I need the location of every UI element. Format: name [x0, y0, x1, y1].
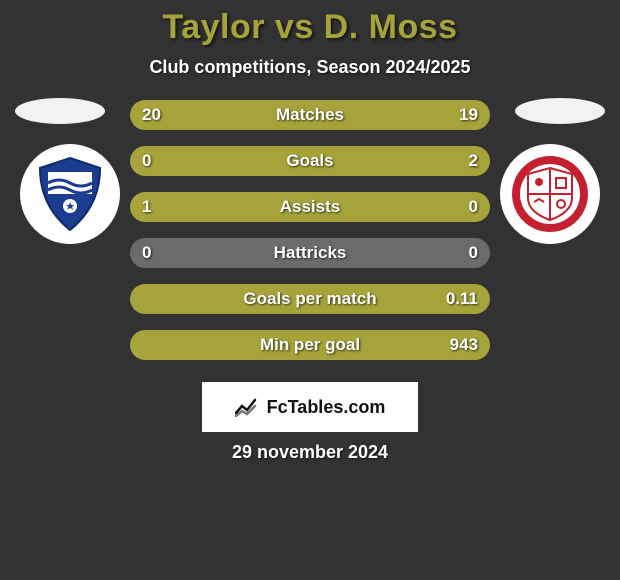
- club-crest-left: [20, 144, 120, 244]
- stat-value-right: 19: [459, 100, 478, 130]
- stat-value-right: 0: [469, 192, 478, 222]
- stat-value-right: 943: [450, 330, 478, 360]
- stat-row: 0Hattricks0: [130, 238, 490, 268]
- stat-row: 1Assists0: [130, 192, 490, 222]
- subtitle: Club competitions, Season 2024/2025: [0, 57, 620, 78]
- watermark-text: FcTables.com: [267, 397, 386, 418]
- country-flag-right: [515, 98, 605, 124]
- stat-row: Min per goal943: [130, 330, 490, 360]
- stat-label: Min per goal: [130, 330, 490, 360]
- stat-value-right: 2: [469, 146, 478, 176]
- page-title: Taylor vs D. Moss: [0, 8, 620, 47]
- stat-rows: 20Matches190Goals21Assists00Hattricks0Go…: [130, 100, 490, 360]
- stat-value-right: 0.11: [446, 284, 478, 314]
- stat-row: 0Goals2: [130, 146, 490, 176]
- country-flag-left: [15, 98, 105, 124]
- stat-row: 20Matches19: [130, 100, 490, 130]
- date-label: 29 november 2024: [0, 442, 620, 463]
- stat-label: Hattricks: [130, 238, 490, 268]
- stat-label: Goals: [130, 146, 490, 176]
- watermark: FcTables.com: [202, 382, 418, 432]
- stat-value-right: 0: [469, 238, 478, 268]
- stat-label: Goals per match: [130, 284, 490, 314]
- shield-icon: [30, 154, 110, 234]
- stat-row: Goals per match0.11: [130, 284, 490, 314]
- shield-icon: [510, 154, 590, 234]
- chart-icon: [235, 397, 261, 417]
- comparison-body: 20Matches190Goals21Assists00Hattricks0Go…: [0, 100, 620, 360]
- stat-label: Matches: [130, 100, 490, 130]
- comparison-card: Taylor vs D. Moss Club competitions, Sea…: [0, 0, 620, 463]
- club-crest-right: [500, 144, 600, 244]
- stat-label: Assists: [130, 192, 490, 222]
